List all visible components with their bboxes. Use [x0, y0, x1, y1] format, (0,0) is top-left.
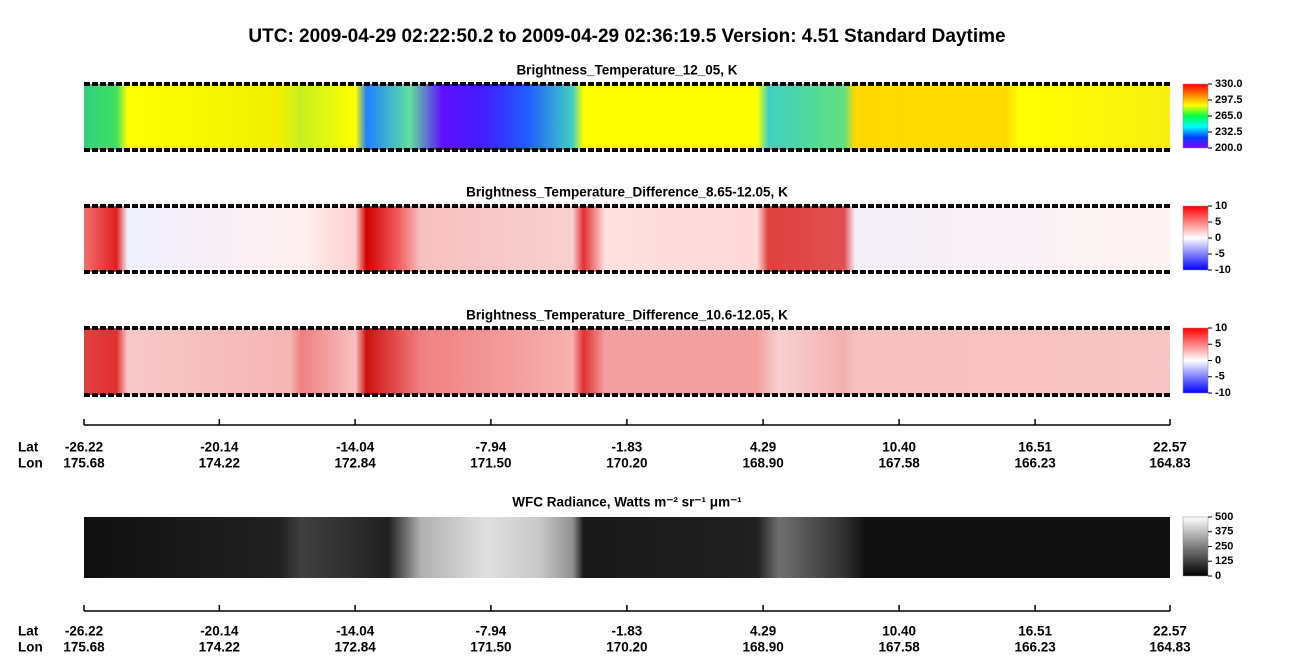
colorbar-label: 10 — [1215, 200, 1227, 212]
colorbar-label: 250 — [1215, 540, 1233, 552]
colorbar — [1182, 327, 1209, 394]
axis-tick-label: -26.22 — [65, 440, 103, 455]
axis-tick-label: -1.83 — [611, 624, 642, 639]
colorbar-label: 375 — [1215, 526, 1233, 538]
axis-tick-label: 4.29 — [750, 624, 776, 639]
axis-tick-label: 167.58 — [878, 640, 920, 655]
axis-tick-label: 16.51 — [1018, 440, 1052, 455]
axis-tick-label: 10.40 — [882, 624, 916, 639]
colorbar-label: 200.0 — [1215, 142, 1243, 154]
axis-tick-label: 175.68 — [63, 640, 105, 655]
axis-tick-label: -7.94 — [475, 440, 506, 455]
colorbar-label: 0 — [1215, 232, 1221, 244]
axis-tick-label: -14.04 — [336, 624, 375, 639]
axis-tick-label: 10.40 — [882, 440, 916, 455]
image — [84, 206, 1170, 272]
image — [84, 84, 1170, 150]
axis-tick-label: 172.84 — [334, 456, 376, 471]
axis-tick-label: 164.83 — [1149, 640, 1191, 655]
figure-title: UTC: 2009-04-29 02:22:50.2 to 2009-04-29… — [248, 26, 1005, 47]
image — [84, 328, 1170, 395]
colorbar-label: 297.5 — [1215, 94, 1243, 106]
axis-tick-label: 164.83 — [1149, 456, 1191, 471]
colorbar-label: 330.0 — [1215, 78, 1243, 90]
axis-tick-label: 4.29 — [750, 440, 776, 455]
axis-tick-label: 22.57 — [1153, 624, 1187, 639]
axis-tick-label: 171.50 — [470, 640, 511, 655]
axis-row-label: Lat — [18, 624, 39, 639]
colorbar-label: 10 — [1215, 322, 1227, 334]
colorbar-label: 0 — [1215, 354, 1221, 366]
panel-title: Brightness_Temperature_Difference_8.65-1… — [466, 185, 788, 200]
axis-tick-label: 16.51 — [1018, 624, 1052, 639]
colorbar — [1182, 205, 1209, 271]
axis-tick-label: 171.50 — [470, 456, 511, 471]
axis-row-label: Lat — [18, 440, 39, 455]
axis-row-label: Lon — [18, 456, 43, 471]
axis-tick-label: 175.68 — [63, 456, 105, 471]
colorbar-label: 265.0 — [1215, 110, 1243, 122]
colorbar — [1182, 83, 1209, 149]
colorbar-label: -5 — [1215, 248, 1225, 260]
colorbar-label: -5 — [1215, 371, 1225, 383]
panel-title: Brightness_Temperature_Difference_10.6-1… — [466, 308, 788, 323]
colorbar-label: -10 — [1215, 264, 1231, 276]
axis-tick-label: 174.22 — [199, 456, 240, 471]
axis-tick-label: 166.23 — [1014, 640, 1056, 655]
colorbar-label: 125 — [1215, 555, 1233, 567]
colorbar-label: 232.5 — [1215, 126, 1243, 138]
axis-tick-label: -7.94 — [475, 624, 506, 639]
colorbar-label: 0 — [1215, 570, 1221, 582]
panel-title: WFC Radiance, Watts m⁻² sr⁻¹ μm⁻¹ — [512, 495, 742, 510]
colorbar-label: 5 — [1215, 338, 1221, 350]
axis-tick-label: 172.84 — [334, 640, 376, 655]
axis-tick-label: 168.90 — [742, 456, 783, 471]
axis-tick-label: -26.22 — [65, 624, 103, 639]
axis-tick-label: -14.04 — [336, 440, 375, 455]
axis-tick-label: 22.57 — [1153, 440, 1187, 455]
axis-tick-label: 170.20 — [606, 640, 647, 655]
colorbar-label: 500 — [1215, 511, 1233, 523]
colorbar — [1182, 516, 1209, 577]
axis-tick-label: -1.83 — [611, 440, 642, 455]
axis-tick-label: 174.22 — [199, 640, 240, 655]
axis-tick-label: 168.90 — [742, 640, 783, 655]
axis-tick-label: 170.20 — [606, 456, 647, 471]
panel-title: Brightness_Temperature_12_05, K — [516, 63, 737, 78]
colorbar-label: -10 — [1215, 387, 1231, 399]
axis-row-label: Lon — [18, 640, 43, 655]
colorbar-label: 5 — [1215, 216, 1221, 228]
image — [84, 517, 1170, 578]
axis-tick-label: 166.23 — [1014, 456, 1056, 471]
axis-tick-label: 167.58 — [878, 456, 920, 471]
axis-tick-label: -20.14 — [200, 440, 239, 455]
axis-tick-label: -20.14 — [200, 624, 239, 639]
